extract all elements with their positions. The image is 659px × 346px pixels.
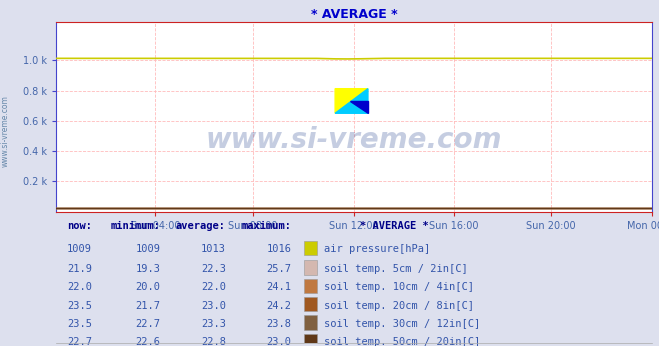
Text: 23.0: 23.0 [267, 337, 291, 346]
Text: 23.0: 23.0 [201, 301, 226, 311]
Text: now:: now: [67, 221, 92, 231]
Bar [304, 334, 316, 346]
Polygon shape [350, 101, 368, 113]
Text: maximum:: maximum: [242, 221, 291, 231]
Bar [304, 297, 316, 311]
Text: * AVERAGE *: * AVERAGE * [360, 221, 429, 231]
Text: average:: average: [176, 221, 226, 231]
Text: 1016: 1016 [267, 244, 291, 254]
Text: 22.0: 22.0 [67, 282, 92, 292]
Bar [304, 261, 316, 275]
Bar [304, 279, 316, 293]
Polygon shape [335, 89, 368, 113]
Bar [304, 241, 316, 255]
Text: 1009: 1009 [67, 244, 92, 254]
Text: soil temp. 20cm / 8in[C]: soil temp. 20cm / 8in[C] [324, 301, 474, 311]
Text: 23.5: 23.5 [67, 301, 92, 311]
Text: soil temp. 10cm / 4in[C]: soil temp. 10cm / 4in[C] [324, 282, 474, 292]
Text: 22.7: 22.7 [135, 319, 160, 329]
Text: 24.1: 24.1 [267, 282, 291, 292]
Text: soil temp. 30cm / 12in[C]: soil temp. 30cm / 12in[C] [324, 319, 480, 329]
Text: 22.6: 22.6 [135, 337, 160, 346]
Text: 19.3: 19.3 [135, 264, 160, 274]
Text: 22.0: 22.0 [201, 282, 226, 292]
Text: 23.3: 23.3 [201, 319, 226, 329]
Text: 21.7: 21.7 [135, 301, 160, 311]
Text: 21.9: 21.9 [67, 264, 92, 274]
Text: 22.3: 22.3 [201, 264, 226, 274]
Text: minimum:: minimum: [111, 221, 160, 231]
Bar [304, 315, 316, 330]
Text: 20.0: 20.0 [135, 282, 160, 292]
Text: 22.7: 22.7 [67, 337, 92, 346]
Polygon shape [335, 89, 368, 113]
Text: 1009: 1009 [135, 244, 160, 254]
Text: 23.5: 23.5 [67, 319, 92, 329]
Text: 22.8: 22.8 [201, 337, 226, 346]
Text: 23.8: 23.8 [267, 319, 291, 329]
Text: 24.2: 24.2 [267, 301, 291, 311]
Text: soil temp. 5cm / 2in[C]: soil temp. 5cm / 2in[C] [324, 264, 467, 274]
Text: soil temp. 50cm / 20in[C]: soil temp. 50cm / 20in[C] [324, 337, 480, 346]
Text: www.si-vreme.com: www.si-vreme.com [1, 95, 10, 167]
Text: 25.7: 25.7 [267, 264, 291, 274]
Text: www.si-vreme.com: www.si-vreme.com [206, 126, 502, 154]
Text: 1013: 1013 [201, 244, 226, 254]
Text: air pressure[hPa]: air pressure[hPa] [324, 244, 430, 254]
Title: * AVERAGE *: * AVERAGE * [311, 8, 397, 21]
